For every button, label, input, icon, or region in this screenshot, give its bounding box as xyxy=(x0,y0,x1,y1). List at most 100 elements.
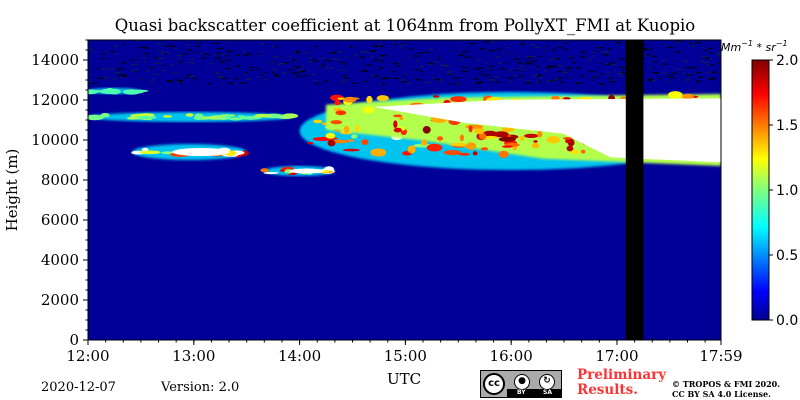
noise-speck xyxy=(668,74,674,76)
noise-speck xyxy=(488,77,492,79)
noise-speck xyxy=(706,64,710,66)
noise-speck xyxy=(330,52,336,54)
noise-speck xyxy=(423,51,430,54)
cloud-cell xyxy=(334,100,341,106)
x-tick-label: 17:59 xyxy=(699,347,742,365)
noise-speck xyxy=(621,70,625,72)
noise-speck xyxy=(216,73,220,76)
noise-speck xyxy=(263,71,267,73)
noise-speck xyxy=(277,63,284,65)
noise-speck xyxy=(283,62,289,64)
noise-speck xyxy=(600,73,604,75)
noise-speck xyxy=(405,82,412,84)
noise-speck xyxy=(117,68,124,70)
cirrus-patch xyxy=(313,119,323,124)
cloud-cell xyxy=(361,139,369,146)
x-tick-label: 15:00 xyxy=(384,347,427,365)
noise-speck xyxy=(438,57,441,59)
noise-speck xyxy=(472,68,479,70)
cirrus-patch xyxy=(282,113,299,119)
noise-speck xyxy=(705,61,711,63)
noise-speck xyxy=(377,69,380,71)
colorbar-label: Mm−1 * sr−1 xyxy=(721,39,788,54)
noise-speck xyxy=(706,71,711,73)
noise-speck xyxy=(249,69,254,71)
noise-speck xyxy=(372,45,378,47)
noise-speck xyxy=(144,61,147,63)
noise-speck xyxy=(562,71,568,73)
noise-speck xyxy=(695,80,702,82)
noise-speck xyxy=(555,78,559,80)
noise-speck xyxy=(549,79,556,82)
noise-speck xyxy=(579,55,585,57)
noise-speck xyxy=(149,81,155,84)
noise-speck xyxy=(91,50,95,52)
noise-speck xyxy=(273,74,279,76)
cloud-cell xyxy=(571,150,580,155)
noise-speck xyxy=(471,82,474,84)
colorbar-label-mid: * sr xyxy=(753,41,777,54)
noise-speck xyxy=(160,69,167,72)
cloud-cell xyxy=(563,97,571,100)
noise-speck xyxy=(298,71,303,73)
y-tick-label: 6000 xyxy=(41,211,79,229)
noise-speck xyxy=(518,79,522,81)
colorbar: 0.00.51.01.52.0 Mm−1 * sr−1 xyxy=(721,39,798,329)
noise-speck xyxy=(461,51,468,53)
noise-speck xyxy=(349,46,353,48)
noise-speck xyxy=(370,55,374,57)
noise-speck xyxy=(607,48,612,50)
noise-speck xyxy=(606,72,611,74)
noise-speck xyxy=(91,82,98,84)
noise-speck xyxy=(377,43,383,45)
noise-speck xyxy=(256,53,260,55)
noise-speck xyxy=(606,77,613,79)
noise-speck xyxy=(378,47,381,49)
noise-speck xyxy=(548,80,555,82)
cirrus-patch xyxy=(185,113,194,117)
noise-speck xyxy=(172,57,175,60)
noise-speck xyxy=(296,51,301,53)
y-axis-label: Height (m) xyxy=(3,149,21,232)
noise-speck xyxy=(691,45,695,47)
cirrus-patch xyxy=(224,114,231,119)
noise-speck xyxy=(359,56,366,58)
noise-speck xyxy=(136,40,142,42)
noise-speck xyxy=(220,77,228,79)
cirrus-patch xyxy=(351,134,358,139)
noise-speck xyxy=(139,78,144,80)
date-label: 2020-12-07 xyxy=(41,380,116,395)
noise-speck xyxy=(391,71,395,73)
noise-speck xyxy=(555,58,561,60)
colorbar-tick-label: 2.0 xyxy=(776,53,798,69)
noise-speck xyxy=(529,44,536,46)
noise-speck xyxy=(161,62,164,64)
noise-speck xyxy=(490,41,496,43)
noise-speck xyxy=(513,58,521,60)
noise-speck xyxy=(648,67,652,69)
noise-speck xyxy=(215,42,219,44)
noise-speck xyxy=(365,64,373,66)
noise-speck xyxy=(153,57,160,59)
noise-speck xyxy=(205,66,208,68)
noise-speck xyxy=(682,61,689,63)
noise-speck xyxy=(259,43,266,45)
noise-speck xyxy=(560,73,564,75)
noise-speck xyxy=(97,77,104,79)
feature-cirrus xyxy=(131,144,249,160)
noise-speck xyxy=(167,44,170,46)
cloud-cell xyxy=(581,149,586,154)
noise-speck xyxy=(684,59,687,61)
noise-speck xyxy=(507,77,514,79)
noise-speck xyxy=(427,62,434,65)
cirrus-patch xyxy=(138,115,157,119)
noise-speck xyxy=(549,66,554,68)
x-tick-label: 13:00 xyxy=(172,347,215,365)
x-axis: 12:00 13:00 14:00 15:00 16:00 17:00 17:59 xyxy=(66,340,743,365)
noise-speck xyxy=(447,73,453,76)
noise-speck xyxy=(113,71,121,74)
noise-speck xyxy=(672,72,678,74)
cloud-cell xyxy=(562,137,573,140)
noise-speck xyxy=(686,74,691,76)
noise-speck xyxy=(384,77,390,79)
